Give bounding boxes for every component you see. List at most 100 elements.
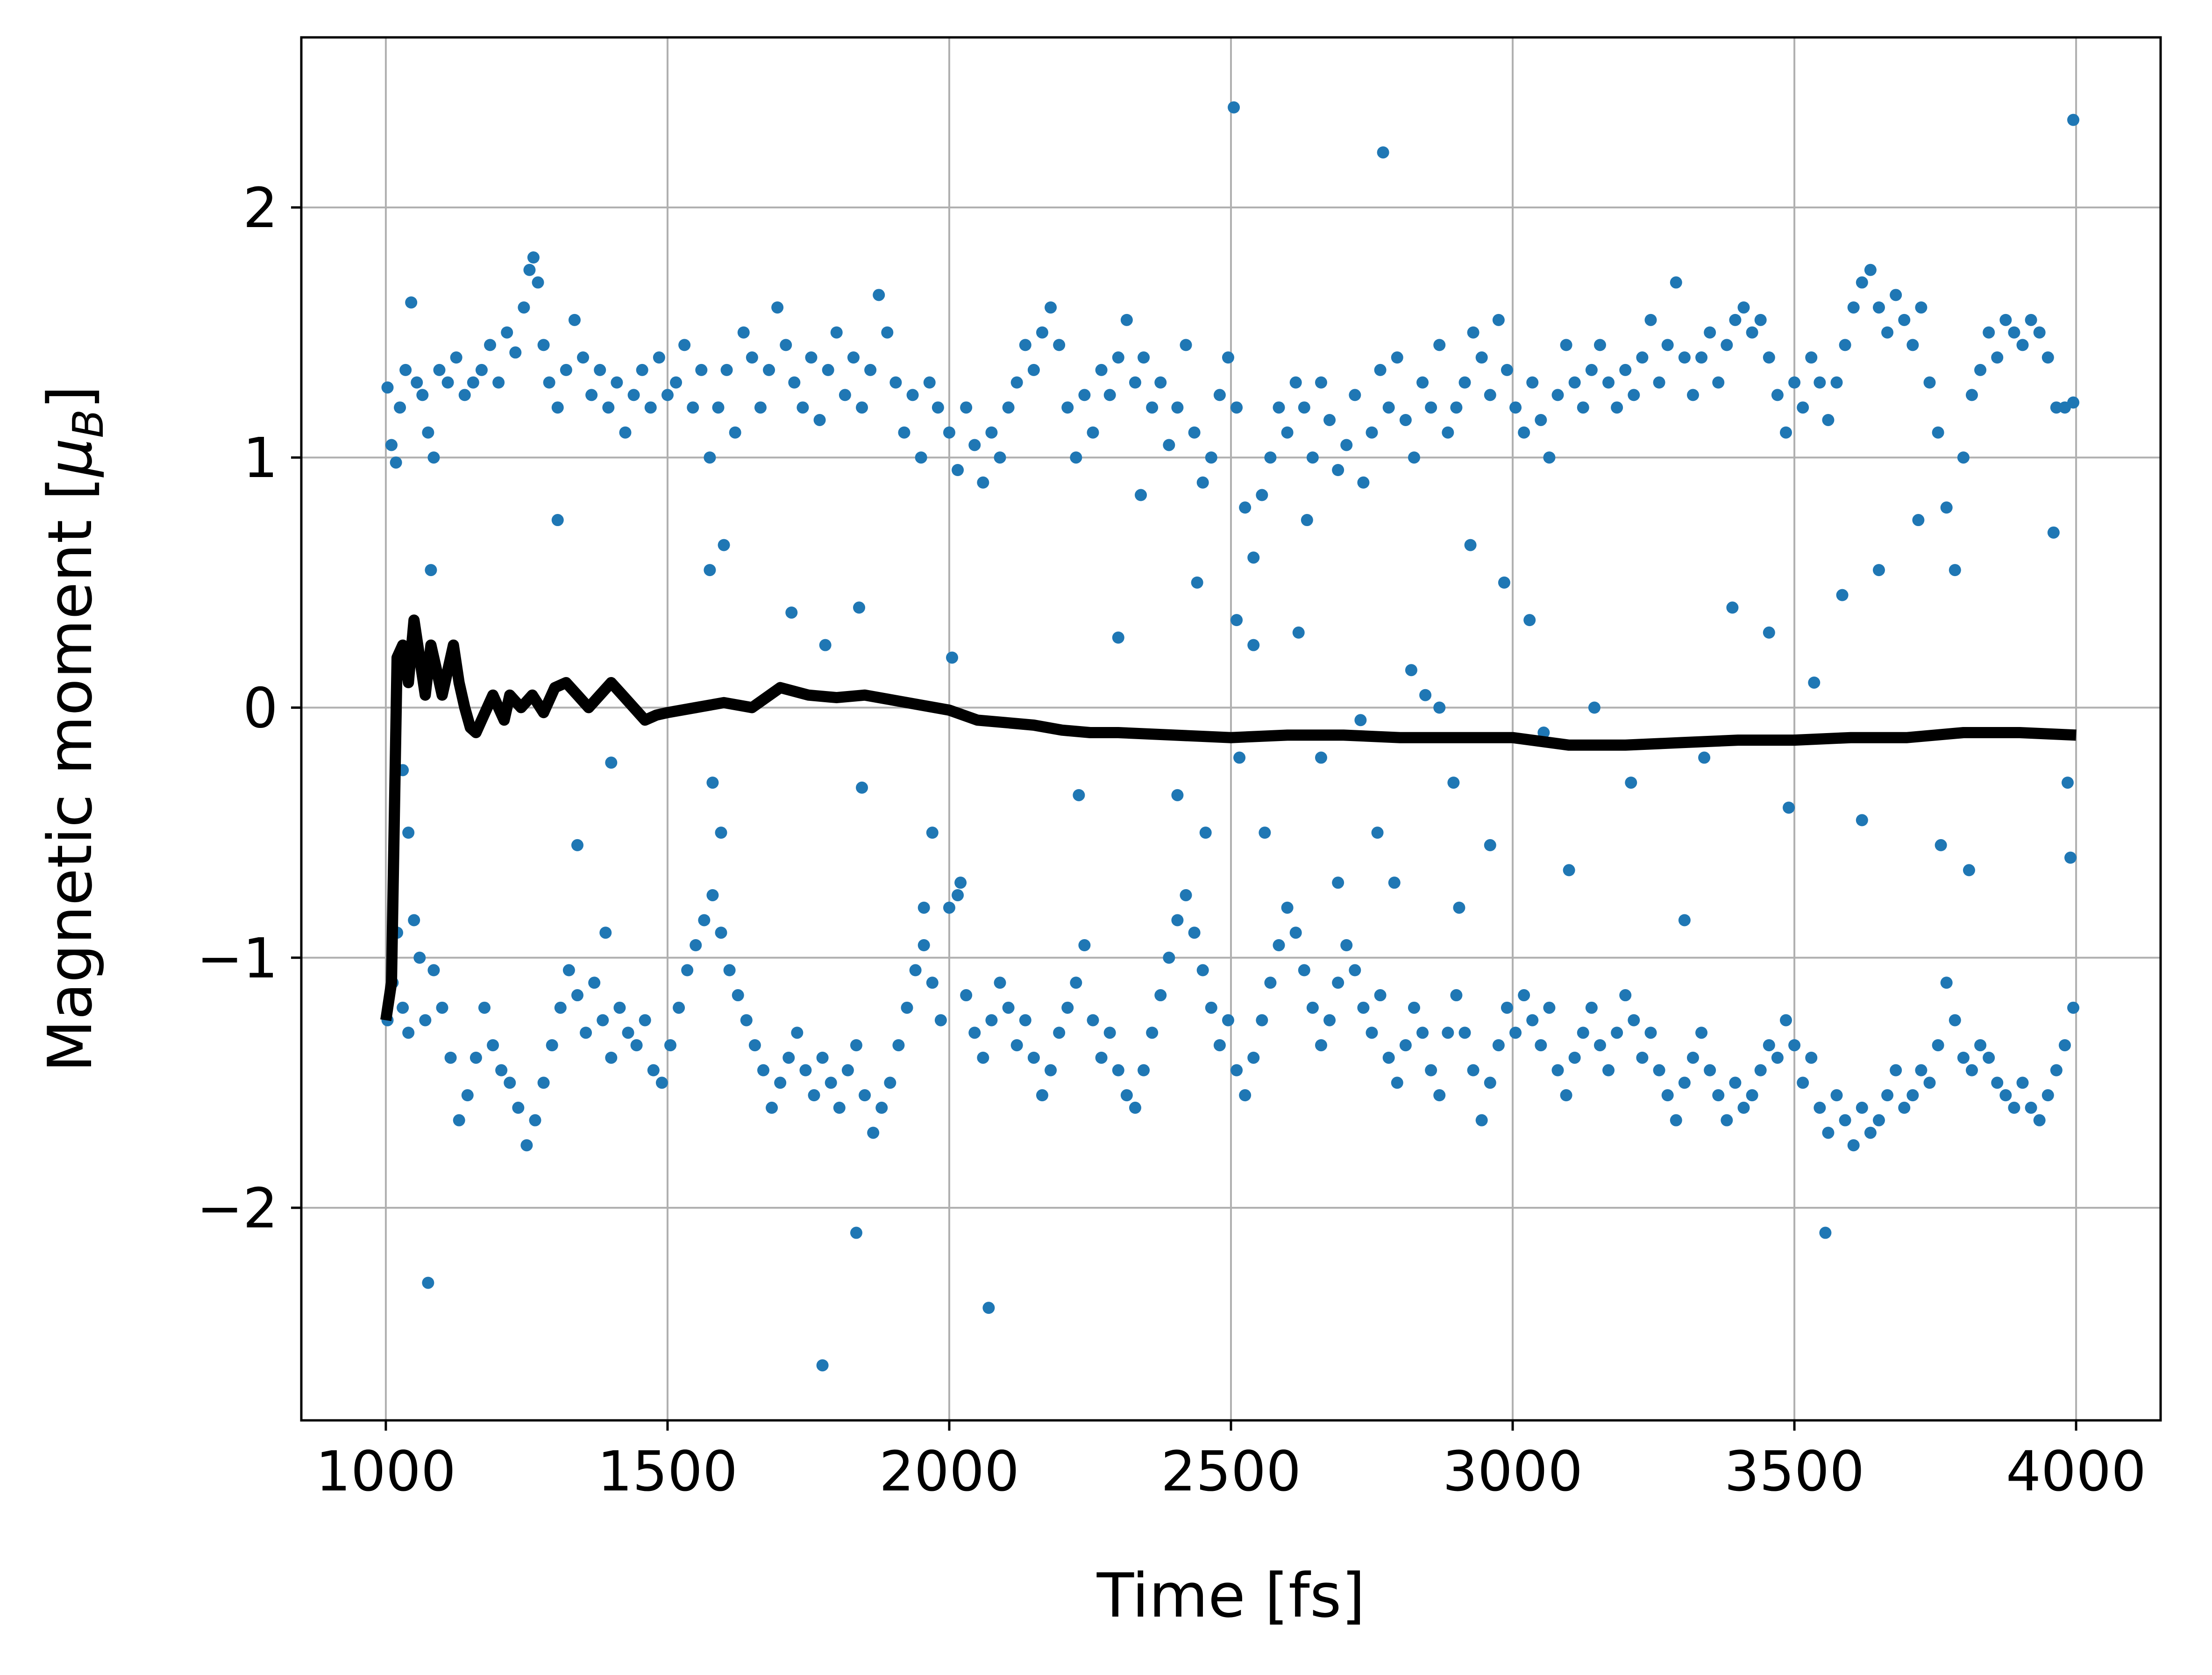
scatter-point <box>1602 376 1615 389</box>
scatter-point <box>1653 1064 1665 1076</box>
scatter-point <box>1949 1014 1961 1026</box>
scatter-point <box>1932 426 1944 439</box>
scatter-point <box>1070 976 1082 989</box>
scatter-point <box>1112 351 1124 364</box>
scatter-point <box>968 439 981 451</box>
scatter-point <box>1205 451 1217 464</box>
scatter-point <box>763 364 775 376</box>
scatter-point <box>1315 751 1327 764</box>
scatter-point <box>1568 1051 1581 1064</box>
scatter-point <box>1298 401 1310 414</box>
scatter-point <box>1306 1001 1319 1014</box>
scatter-point <box>1315 376 1327 389</box>
scatter-point <box>394 401 406 414</box>
scatter-point <box>1247 551 1260 564</box>
scatter-point <box>830 326 843 339</box>
scatter-point <box>1864 1126 1877 1139</box>
scatter-point <box>1196 964 1209 976</box>
scatter-point <box>1991 351 2004 364</box>
scatter-point <box>766 1101 778 1114</box>
scatter-point <box>1340 439 1353 451</box>
scatter-point <box>2016 1076 2029 1089</box>
scatter-point <box>906 389 919 401</box>
scatter-point <box>1912 514 1925 527</box>
scatter-point <box>1881 326 1894 339</box>
scatter-point <box>605 1051 618 1064</box>
x-tick-label: 3000 <box>1443 1439 1583 1504</box>
scatter-point <box>1163 439 1175 451</box>
scatter-point <box>884 1076 896 1089</box>
scatter-point <box>1940 501 1953 514</box>
scatter-point <box>529 1114 541 1126</box>
scatter-point <box>1306 451 1319 464</box>
scatter-point <box>1906 339 1919 351</box>
y-axis-label-mu: μ <box>35 438 106 478</box>
scatter-point <box>892 1039 905 1052</box>
scatter-point <box>1289 376 1302 389</box>
scatter-point <box>1543 1001 1556 1014</box>
scatter-point <box>853 601 865 614</box>
y-axis-label-bracket: ] <box>35 385 106 409</box>
scatter-point <box>1906 1089 1919 1102</box>
scatter-point <box>1501 1001 1513 1014</box>
scatter-series <box>381 101 2080 1372</box>
scatter-point <box>453 1114 465 1126</box>
scatter-point <box>1661 339 1674 351</box>
y-tick-label: −2 <box>197 1176 278 1240</box>
scatter-point <box>706 889 719 901</box>
scatter-point <box>985 426 998 439</box>
scatter-point <box>611 376 623 389</box>
scatter-point <box>1484 839 1496 851</box>
scatter-point <box>977 1051 989 1064</box>
scatter-point <box>1898 314 1911 326</box>
scatter-point <box>523 264 536 276</box>
scatter-point <box>1259 827 1271 839</box>
scatter-point <box>1154 376 1167 389</box>
scatter-point <box>1273 401 1285 414</box>
scatter-point <box>647 1064 660 1076</box>
scatter-point <box>1535 413 1547 426</box>
scatter-point <box>850 1039 862 1052</box>
x-axis-label: Time [fs] <box>1096 1560 1365 1631</box>
scatter-point <box>1763 626 1775 639</box>
scatter-point <box>1399 1039 1412 1052</box>
y-axis: −2 −1 0 1 2 <box>197 176 301 1240</box>
scatter-point <box>1399 413 1412 426</box>
scatter-point <box>729 426 741 439</box>
scatter-point <box>622 1026 634 1039</box>
scatter-point <box>639 1014 651 1026</box>
scatter-point <box>1686 389 1699 401</box>
scatter-point <box>1577 401 1589 414</box>
scatter-point <box>602 401 615 414</box>
scatter-point <box>2025 314 2037 326</box>
scatter-point <box>413 951 426 964</box>
scatter-point <box>822 364 834 376</box>
scatter-point <box>1036 1089 1048 1102</box>
scatter-point <box>1644 314 1657 326</box>
scatter-point <box>577 351 590 364</box>
scatter-point <box>1754 314 1767 326</box>
scatter-point <box>1940 976 1953 989</box>
scatter-point <box>1628 389 1640 401</box>
scatter-point <box>402 827 415 839</box>
scatter-point <box>1087 426 1099 439</box>
scatter-point <box>469 1051 482 1064</box>
scatter-point <box>1836 589 1849 601</box>
scatter-point <box>1498 576 1510 589</box>
scatter-point <box>687 401 699 414</box>
scatter-point <box>915 451 927 464</box>
scatter-point <box>1763 351 1775 364</box>
scatter-point <box>1315 1039 1327 1052</box>
scatter-point <box>562 964 575 976</box>
x-tick-label: 3500 <box>1724 1439 1864 1504</box>
scatter-point <box>839 389 851 401</box>
scatter-point <box>444 1051 457 1064</box>
scatter-point <box>504 1076 516 1089</box>
scatter-point <box>1442 1026 1454 1039</box>
scatter-point <box>571 989 583 1002</box>
scatter-point <box>1349 389 1361 401</box>
scatter-point <box>1808 676 1821 689</box>
scatter-point <box>1721 1114 1733 1126</box>
scatter-point <box>1991 1076 2004 1089</box>
